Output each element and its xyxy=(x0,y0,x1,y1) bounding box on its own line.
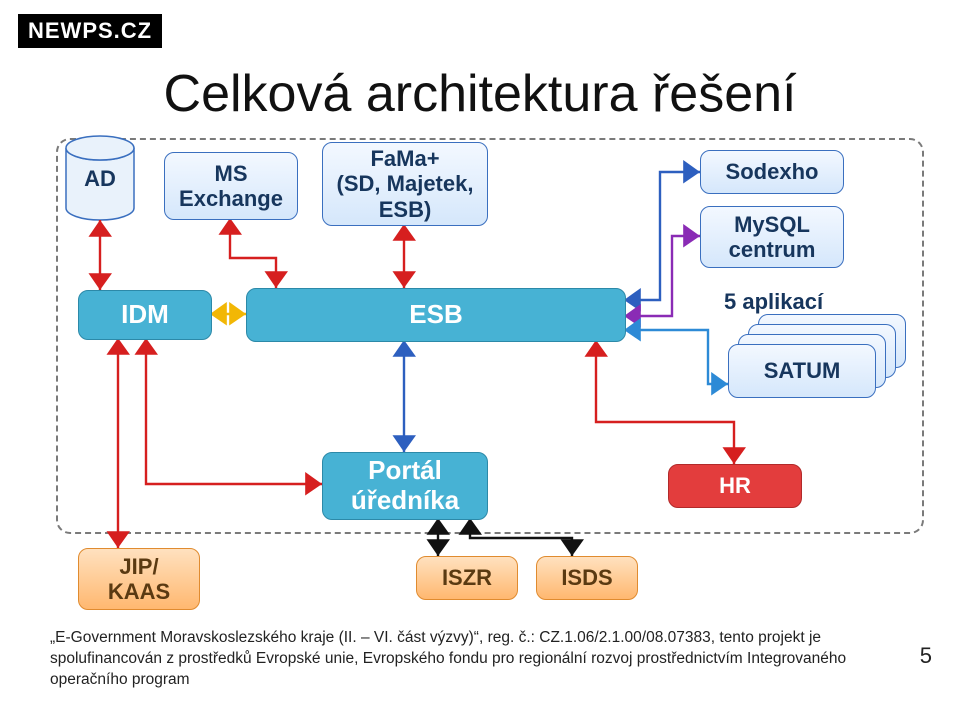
node-jip-kaas: JIP/ KAAS xyxy=(78,548,200,610)
node-portal: Portál úředníka xyxy=(322,452,488,520)
label-apps5: 5 aplikací xyxy=(724,289,823,315)
node-ms-exchange: MS Exchange xyxy=(164,152,298,220)
node-fama: FaMa+ (SD, Majetek, ESB) xyxy=(322,142,488,226)
node-esb: ESB xyxy=(246,288,626,342)
diagram-canvas: AD MS ExchangeFaMa+ (SD, Majetek, ESB)So… xyxy=(0,0,960,719)
node-iszr: ISZR xyxy=(416,556,518,600)
node-idm: IDM xyxy=(78,290,212,340)
node-sodexho: Sodexho xyxy=(700,150,844,194)
page-number: 5 xyxy=(920,643,932,669)
node-hr: HR xyxy=(668,464,802,508)
node-satum: SATUM xyxy=(728,344,876,398)
footnote: „E-Government Moravskoslezského kraje (I… xyxy=(50,628,850,691)
node-mysql: MySQL centrum xyxy=(700,206,844,268)
node-isds: ISDS xyxy=(536,556,638,600)
